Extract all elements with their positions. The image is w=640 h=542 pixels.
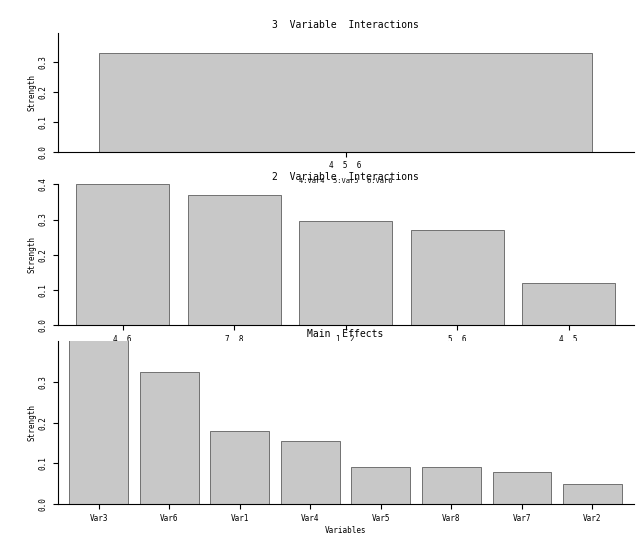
Y-axis label: Strength: Strength	[27, 74, 36, 111]
Bar	[211, 431, 269, 504]
Bar	[563, 483, 622, 504]
Bar	[411, 230, 504, 325]
Bar	[99, 54, 593, 152]
Y-axis label: Strength: Strength	[27, 404, 36, 441]
Bar	[140, 372, 198, 504]
Bar	[299, 221, 392, 325]
X-axis label: Variables: Variables	[324, 526, 367, 534]
Bar	[351, 467, 410, 504]
Text: 4:Var4  5:Var5  6:Var6: 4:Var4 5:Var5 6:Var6	[299, 178, 392, 184]
Title: Main  Effects: Main Effects	[307, 330, 384, 339]
Bar	[522, 283, 615, 325]
Title: 2  Variable  Interactions: 2 Variable Interactions	[272, 172, 419, 182]
Text: 1:Var1  2:Var2  4:Var4  5:Var5  6:Var6  7:Var7  8:Var8: 1:Var1 2:Var2 4:Var4 5:Var5 6:Var6 7:Var…	[231, 353, 460, 359]
Bar	[69, 325, 128, 504]
Bar	[281, 441, 340, 504]
Y-axis label: Strength: Strength	[27, 236, 36, 273]
Bar	[76, 184, 169, 325]
Title: 3  Variable  Interactions: 3 Variable Interactions	[272, 21, 419, 30]
Bar	[422, 467, 481, 504]
Bar	[493, 472, 551, 504]
Bar	[188, 195, 280, 325]
